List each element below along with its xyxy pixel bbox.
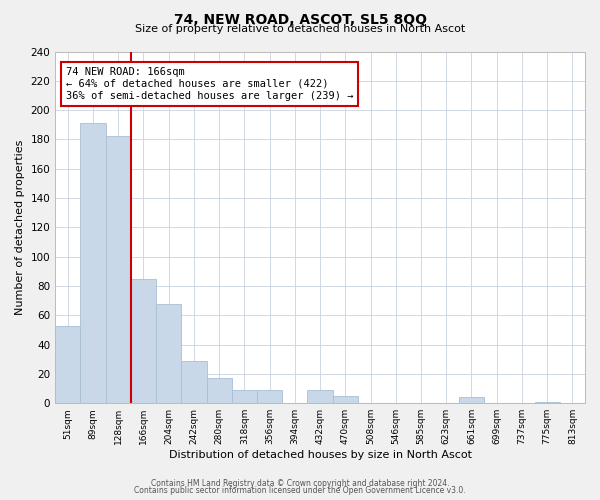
Bar [55, 326, 80, 403]
X-axis label: Distribution of detached houses by size in North Ascot: Distribution of detached houses by size … [169, 450, 472, 460]
Bar [232, 390, 257, 403]
Text: Contains public sector information licensed under the Open Government Licence v3: Contains public sector information licen… [134, 486, 466, 495]
Text: 74, NEW ROAD, ASCOT, SL5 8QQ: 74, NEW ROAD, ASCOT, SL5 8QQ [173, 12, 427, 26]
Text: Size of property relative to detached houses in North Ascot: Size of property relative to detached ho… [135, 24, 465, 34]
Bar [332, 396, 358, 403]
Text: 74 NEW ROAD: 166sqm
← 64% of detached houses are smaller (422)
36% of semi-detac: 74 NEW ROAD: 166sqm ← 64% of detached ho… [66, 68, 353, 100]
Text: Contains HM Land Registry data © Crown copyright and database right 2024.: Contains HM Land Registry data © Crown c… [151, 478, 449, 488]
Bar [206, 378, 232, 403]
Bar [535, 402, 560, 403]
Bar [106, 136, 131, 403]
Bar [181, 360, 206, 403]
Bar [80, 124, 106, 403]
Bar [459, 398, 484, 403]
Bar [257, 390, 282, 403]
Y-axis label: Number of detached properties: Number of detached properties [15, 140, 25, 315]
Bar [307, 390, 332, 403]
Bar [156, 304, 181, 403]
Bar [131, 278, 156, 403]
